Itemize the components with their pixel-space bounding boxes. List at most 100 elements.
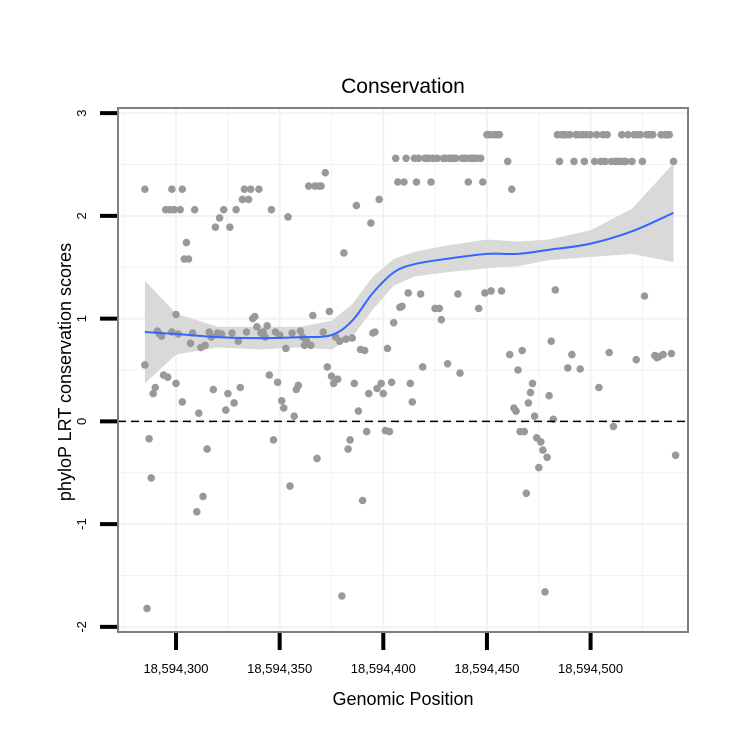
y-tick-label: 0	[74, 418, 89, 425]
data-point	[149, 389, 157, 398]
data-point	[336, 337, 344, 346]
data-point	[543, 453, 551, 462]
data-point	[333, 375, 342, 384]
data-point	[649, 130, 657, 139]
data-point	[238, 195, 247, 204]
data-point	[232, 205, 240, 214]
data-point	[151, 383, 160, 392]
data-point	[408, 398, 417, 406]
y-tick-label: -2	[74, 621, 89, 633]
data-point	[524, 399, 533, 407]
data-point	[603, 130, 611, 139]
data-point	[244, 195, 253, 204]
data-point	[454, 290, 462, 298]
data-point	[665, 130, 674, 139]
data-point	[595, 383, 603, 392]
data-point	[157, 332, 166, 340]
data-point	[383, 344, 392, 353]
data-point	[350, 379, 359, 388]
data-point	[348, 334, 357, 342]
x-tick-label: 18,594,350	[247, 661, 312, 676]
data-point	[267, 205, 276, 214]
data-point	[593, 130, 601, 139]
data-point	[209, 385, 218, 394]
y-tick-label: -1	[74, 518, 89, 530]
data-point	[263, 322, 272, 330]
data-point	[145, 435, 153, 443]
data-point	[640, 292, 649, 300]
data-point	[481, 289, 489, 297]
data-point	[182, 238, 191, 247]
data-points	[141, 130, 680, 613]
data-point	[387, 378, 396, 387]
data-point	[433, 154, 442, 163]
data-point	[404, 289, 413, 297]
data-point	[520, 427, 529, 436]
data-point	[286, 482, 294, 490]
y-axis-label: phyloP LRT conservation scores	[55, 243, 75, 501]
data-point	[170, 205, 178, 214]
data-point	[476, 154, 485, 163]
data-point	[456, 369, 464, 377]
data-point	[512, 407, 520, 415]
grid-lines	[118, 108, 688, 632]
y-axis: -2 -1 0 1 2 3	[74, 109, 117, 633]
data-point	[317, 182, 325, 190]
data-point	[541, 588, 549, 596]
data-point	[464, 178, 473, 186]
data-point	[193, 508, 201, 516]
data-point	[365, 389, 373, 398]
data-point	[437, 315, 446, 324]
data-point	[360, 346, 369, 355]
data-point	[508, 185, 516, 193]
data-point	[141, 185, 149, 193]
data-point	[601, 157, 609, 166]
data-point	[354, 407, 363, 415]
data-point	[400, 178, 408, 186]
data-point	[327, 372, 336, 381]
data-point	[418, 363, 427, 371]
x-tick-label: 18,594,450	[454, 661, 519, 676]
data-point	[325, 307, 334, 316]
data-point	[617, 130, 626, 139]
x-tick-label: 18,594,500	[558, 661, 623, 676]
data-point	[412, 178, 421, 186]
data-point	[495, 130, 504, 139]
data-point	[622, 157, 630, 166]
data-point	[503, 157, 512, 166]
data-point	[377, 379, 386, 388]
data-point	[234, 337, 242, 346]
x-axis: 18,594,300 18,594,350 18,594,400 18,594,450…	[143, 633, 623, 676]
data-point	[570, 157, 578, 166]
data-point	[203, 445, 211, 453]
data-point	[535, 463, 543, 472]
data-point	[358, 496, 367, 505]
data-point	[537, 438, 545, 446]
data-point	[246, 185, 255, 193]
data-point	[402, 154, 410, 163]
data-point	[346, 436, 354, 444]
data-point	[307, 341, 315, 350]
data-point	[255, 185, 263, 193]
data-point	[253, 323, 261, 331]
data-point	[636, 130, 645, 139]
data-point	[290, 412, 299, 421]
confidence-ribbon	[144, 163, 674, 384]
data-point	[226, 223, 234, 231]
data-point	[632, 355, 640, 364]
data-point	[391, 154, 400, 163]
data-point	[178, 185, 187, 193]
data-point	[294, 381, 303, 390]
data-point	[277, 397, 286, 405]
data-point	[394, 178, 402, 186]
data-point	[628, 157, 636, 166]
data-point	[576, 365, 584, 373]
x-tick-label: 18,594,300	[143, 661, 208, 676]
data-point	[228, 329, 236, 337]
data-point	[163, 373, 172, 382]
data-point	[551, 286, 560, 294]
data-point	[211, 223, 220, 231]
data-point	[195, 409, 203, 418]
data-point	[230, 399, 238, 407]
data-point	[313, 454, 321, 463]
